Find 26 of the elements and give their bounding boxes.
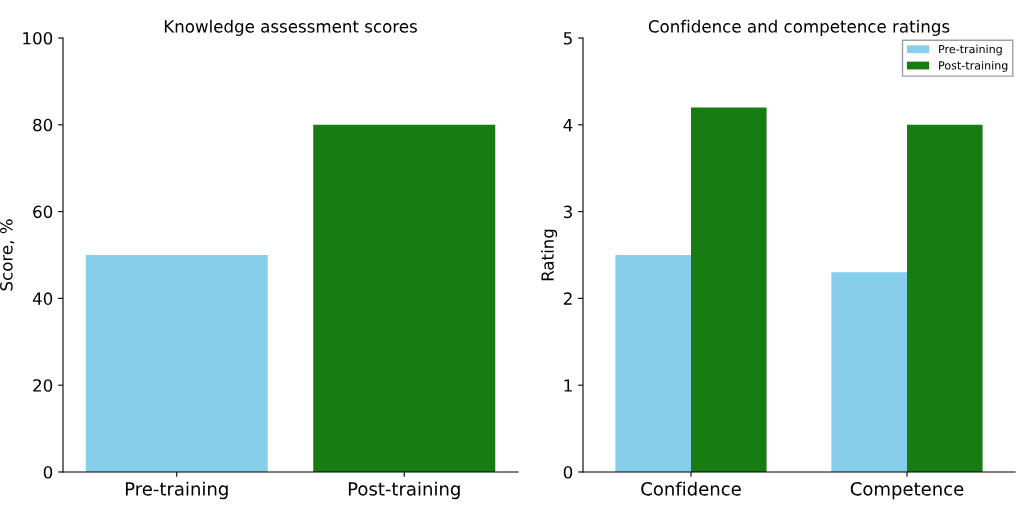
y-tick-label: 100 [23, 31, 53, 45]
y-tick-label: 0 [563, 465, 573, 479]
y-axis-title: Score, % [0, 219, 15, 291]
bar [831, 272, 907, 472]
legend-label: Post-training [939, 60, 1008, 72]
y-tick-label: 60 [33, 205, 53, 219]
y-tick-label: 1 [564, 379, 572, 392]
chart-title: Knowledge assessment scores [164, 19, 417, 36]
y-tick-label: 0 [43, 465, 53, 479]
y-tick-label: 5 [563, 32, 572, 45]
y-tick-label: 4 [563, 118, 573, 132]
y-tick-label: 20 [33, 379, 53, 392]
bar [907, 124, 983, 472]
legend-label: Pre-training [939, 44, 1002, 56]
y-tick-label: 80 [33, 118, 53, 132]
bar [691, 107, 767, 472]
y-tick-label: 40 [32, 292, 53, 305]
y-tick-label: 3 [563, 205, 572, 219]
x-tick-label: Confidence [641, 481, 741, 496]
x-tick-label: Pre-training [125, 481, 228, 500]
y-tick-label: 2 [563, 292, 572, 305]
chart-title: Confidence and competence ratings [648, 19, 950, 36]
y-axis-title: Rating [540, 229, 558, 281]
bar [615, 255, 691, 472]
x-tick-label: Competence [850, 482, 964, 500]
x-tick-label: Post-training [348, 481, 460, 500]
